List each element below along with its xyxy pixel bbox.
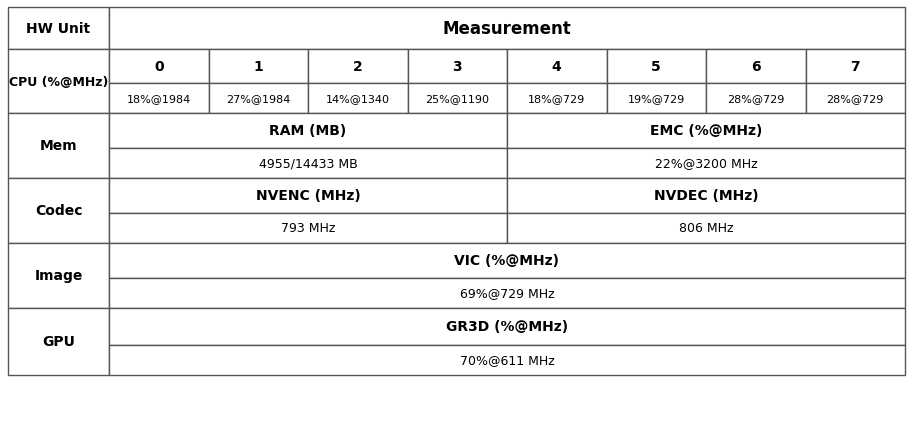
Bar <box>507 149 905 178</box>
Text: 7: 7 <box>850 60 860 74</box>
Bar <box>606 84 706 114</box>
Bar <box>308 50 407 84</box>
Text: 27%@1984: 27%@1984 <box>226 94 290 104</box>
Text: 6: 6 <box>750 60 761 74</box>
Bar <box>407 50 507 84</box>
Text: 4: 4 <box>551 60 561 74</box>
Text: 0: 0 <box>154 60 163 74</box>
Bar <box>109 8 905 50</box>
Bar <box>8 308 109 375</box>
Text: Measurement: Measurement <box>443 20 572 38</box>
Text: 793 MHz: 793 MHz <box>281 222 335 235</box>
Bar <box>507 178 905 214</box>
Bar <box>109 243 905 278</box>
Bar <box>805 50 905 84</box>
Text: 4955/14433 MB: 4955/14433 MB <box>258 157 357 170</box>
Text: GPU: GPU <box>42 335 75 349</box>
Text: Codec: Codec <box>35 204 82 218</box>
Text: Mem: Mem <box>39 139 78 153</box>
Bar <box>109 149 507 178</box>
Text: HW Unit: HW Unit <box>26 22 90 36</box>
Bar <box>109 308 905 345</box>
Text: 69%@729 MHz: 69%@729 MHz <box>459 287 554 300</box>
Text: Image: Image <box>35 269 83 283</box>
Bar <box>8 114 109 178</box>
Text: NVENC (MHz): NVENC (MHz) <box>256 189 361 203</box>
Bar <box>507 50 606 84</box>
Text: 70%@611 MHz: 70%@611 MHz <box>459 354 554 367</box>
Bar <box>706 84 805 114</box>
Text: 806 MHz: 806 MHz <box>678 222 733 235</box>
Bar <box>606 50 706 84</box>
Text: VIC (%@MHz): VIC (%@MHz) <box>455 254 560 268</box>
Bar <box>208 50 308 84</box>
Text: RAM (MB): RAM (MB) <box>269 124 347 138</box>
Bar <box>8 243 109 308</box>
Bar <box>308 84 407 114</box>
Bar <box>805 84 905 114</box>
Text: 28%@729: 28%@729 <box>727 94 784 104</box>
Text: NVDEC (MHz): NVDEC (MHz) <box>654 189 759 203</box>
Text: 2: 2 <box>353 60 362 74</box>
Text: GR3D (%@MHz): GR3D (%@MHz) <box>446 320 568 334</box>
Text: EMC (%@MHz): EMC (%@MHz) <box>650 124 762 138</box>
Bar <box>109 214 507 243</box>
Text: 19%@729: 19%@729 <box>627 94 685 104</box>
Bar <box>109 345 905 375</box>
Bar <box>507 84 606 114</box>
Text: CPU (%@MHz): CPU (%@MHz) <box>9 75 108 88</box>
Bar <box>706 50 805 84</box>
Text: 28%@729: 28%@729 <box>826 94 884 104</box>
Bar <box>8 178 109 243</box>
Bar <box>109 278 905 308</box>
Bar <box>208 84 308 114</box>
Bar <box>109 84 208 114</box>
Bar <box>109 50 208 84</box>
Text: 25%@1190: 25%@1190 <box>425 94 489 104</box>
Text: 18%@729: 18%@729 <box>528 94 585 104</box>
Bar <box>109 114 507 149</box>
Bar <box>109 178 507 214</box>
Text: 3: 3 <box>453 60 462 74</box>
Bar <box>8 50 109 114</box>
Text: 1: 1 <box>254 60 263 74</box>
Bar <box>507 114 905 149</box>
Text: 5: 5 <box>651 60 661 74</box>
Bar <box>507 214 905 243</box>
Text: 18%@1984: 18%@1984 <box>127 94 191 104</box>
Bar <box>407 84 507 114</box>
Bar <box>8 8 109 50</box>
Text: 14%@1340: 14%@1340 <box>326 94 390 104</box>
Text: 22%@3200 MHz: 22%@3200 MHz <box>655 157 757 170</box>
